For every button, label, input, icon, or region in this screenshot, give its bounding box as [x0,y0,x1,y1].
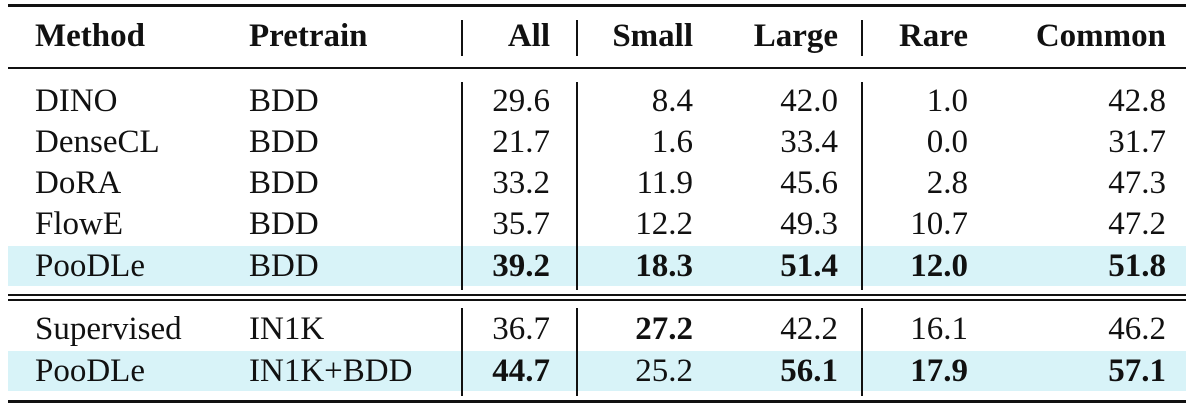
rare-cell: 1.0 [926,83,968,119]
small-cell: 8.4 [651,83,693,119]
common-cell: 42.8 [1108,83,1166,119]
pretrain-cell: BDD [249,83,319,119]
all-cell: 33.2 [492,165,550,201]
header-rare: Rare [898,18,968,54]
bottom-rule [8,400,1186,403]
common-cell: 57.1 [1108,353,1166,389]
pretrain-cell: IN1K [249,311,325,347]
table-row: FlowE BDD 35.7 12.2 49.3 10.7 47.2 [8,204,1186,244]
header-row: Method Pretrain All Small Large Rare Com… [8,16,1186,56]
header-common: Common [1035,18,1166,54]
table-row: PooDLe IN1K+BDD 44.7 25.2 56.1 17.9 57.1 [8,351,1186,391]
group-divider-2 [8,299,1186,301]
results-table: Method Pretrain All Small Large Rare Com… [8,0,1186,410]
large-cell: 42.0 [780,83,838,119]
method-cell: DenseCL [35,124,160,160]
table-row: Supervised IN1K 36.7 27.2 42.2 16.1 46.2 [8,309,1186,349]
header-rule [8,67,1186,69]
pretrain-cell: BDD [249,206,319,242]
all-cell: 35.7 [492,206,550,242]
common-cell: 51.8 [1108,248,1166,284]
header-all: All [507,18,550,54]
vline-header-3 [861,20,863,56]
method-cell: FlowE [35,206,124,242]
rare-cell: 2.8 [926,165,968,201]
vline-g1-2 [576,82,578,290]
small-cell: 27.2 [635,311,693,347]
small-cell: 25.2 [635,353,693,389]
vline-g2-2 [576,308,578,396]
rare-cell: 17.9 [910,353,968,389]
common-cell: 46.2 [1108,311,1166,347]
all-cell: 36.7 [492,311,550,347]
common-cell: 31.7 [1108,124,1166,160]
all-cell: 39.2 [492,248,550,284]
all-cell: 21.7 [492,124,550,160]
rare-cell: 10.7 [910,206,968,242]
rare-cell: 12.0 [910,248,968,284]
method-cell: PooDLe [35,248,145,284]
small-cell: 1.6 [651,124,693,160]
pretrain-cell: BDD [249,248,319,284]
table-row: DINO BDD 29.6 8.4 42.0 1.0 42.8 [8,81,1186,121]
method-cell: DoRA [35,165,122,201]
vline-header-2 [576,20,578,56]
small-cell: 11.9 [636,165,693,201]
table-row: DoRA BDD 33.2 11.9 45.6 2.8 47.3 [8,163,1186,203]
all-cell: 29.6 [492,83,550,119]
all-cell: 44.7 [492,353,550,389]
vline-g1-1 [461,82,463,290]
method-cell: Supervised [35,311,182,347]
large-cell: 49.3 [780,206,838,242]
rare-cell: 0.0 [926,124,968,160]
table-row: DenseCL BDD 21.7 1.6 33.4 0.0 31.7 [8,122,1186,162]
method-cell: PooDLe [35,353,145,389]
header-small: Small [612,18,693,54]
small-cell: 12.2 [635,206,693,242]
common-cell: 47.2 [1108,206,1166,242]
pretrain-cell: IN1K+BDD [249,353,413,389]
large-cell: 33.4 [780,124,838,160]
common-cell: 47.3 [1108,165,1166,201]
vline-header-1 [461,20,463,56]
large-cell: 42.2 [780,311,838,347]
top-rule [8,4,1186,7]
method-cell: DINO [35,83,118,119]
large-cell: 45.6 [780,165,838,201]
header-large: Large [753,18,838,54]
header-pretrain: Pretrain [249,18,368,54]
header-method: Method [35,18,145,54]
small-cell: 18.3 [635,248,693,284]
vline-g2-3 [861,308,863,396]
large-cell: 51.4 [780,248,838,284]
group-divider-1 [8,294,1186,296]
pretrain-cell: BDD [249,124,319,160]
vline-g1-3 [861,82,863,290]
vline-g2-1 [461,308,463,396]
table-row: PooDLe BDD 39.2 18.3 51.4 12.0 51.8 [8,246,1186,286]
large-cell: 56.1 [780,353,838,389]
pretrain-cell: BDD [249,165,319,201]
rare-cell: 16.1 [910,311,968,347]
